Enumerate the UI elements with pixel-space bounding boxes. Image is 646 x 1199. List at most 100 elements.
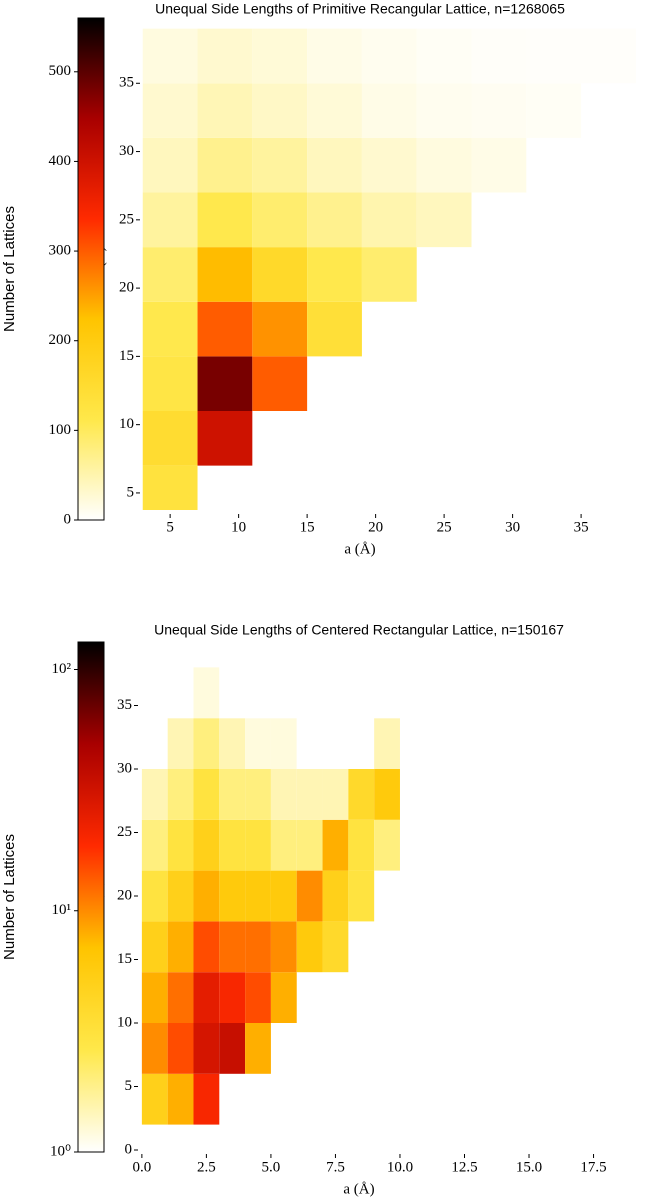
heat-cell xyxy=(270,972,297,1023)
heat-cell xyxy=(322,870,349,922)
y-tick-label: 5 xyxy=(125,1078,133,1094)
x-tick-label: 25 xyxy=(437,519,452,535)
x-tick-label: 7.5 xyxy=(326,1159,345,1175)
heat-cell xyxy=(167,1023,194,1074)
heat-cell xyxy=(141,769,168,820)
heat-cell xyxy=(361,192,417,248)
chart-title: Unequal Side Lengths of Centered Rectang… xyxy=(154,622,564,638)
heat-cell xyxy=(219,819,246,871)
heat-cell xyxy=(296,819,323,871)
heat-cell xyxy=(193,718,220,769)
heat-cell xyxy=(245,769,271,820)
heat-cell xyxy=(252,192,308,248)
heat-cell xyxy=(416,137,472,193)
colorbar-tick-label: 10² xyxy=(52,661,72,677)
heat-cell xyxy=(142,137,198,193)
heat-cell xyxy=(193,870,220,922)
heat-cell xyxy=(296,921,323,973)
heat-cell xyxy=(193,667,220,719)
heat-cell xyxy=(252,356,308,411)
heat-cell xyxy=(167,921,194,973)
heat-cell xyxy=(245,718,271,769)
heat-cell xyxy=(219,972,246,1023)
heat-cell xyxy=(526,28,582,84)
heat-cell xyxy=(361,247,417,302)
heat-cell xyxy=(471,137,527,193)
heat-cell xyxy=(142,247,198,302)
heat-cell xyxy=(142,356,198,411)
y-tick-label: 20 xyxy=(119,280,134,296)
colorbar-label: Number of Lattices xyxy=(1,834,18,960)
heat-cell xyxy=(219,1023,246,1074)
x-tick-label: 0.0 xyxy=(132,1159,151,1175)
heat-cell xyxy=(471,28,527,84)
y-tick-label: 0 xyxy=(125,1141,133,1157)
heat-cell xyxy=(526,83,582,138)
heat-cell xyxy=(167,870,194,922)
colorbar-tick-label: 300 xyxy=(49,243,72,259)
heat-cell xyxy=(142,28,198,84)
heat-cell xyxy=(197,247,253,302)
heat-cell xyxy=(270,769,297,820)
heat-cell xyxy=(307,28,362,84)
heat-cell xyxy=(167,718,194,769)
heat-cell xyxy=(348,769,375,820)
x-axis-label: a (Å) xyxy=(343,1181,374,1197)
heat-cell xyxy=(197,83,253,138)
heat-cell xyxy=(307,247,362,302)
heat-cell xyxy=(141,921,168,973)
heat-cell xyxy=(296,718,323,769)
heat-cell xyxy=(142,465,198,510)
heat-cell xyxy=(348,718,375,769)
y-tick-label: 35 xyxy=(119,75,134,91)
heat-cell xyxy=(322,819,349,871)
heat-cell xyxy=(219,921,246,973)
y-tick-label: 15 xyxy=(117,951,132,967)
colorbar xyxy=(77,17,105,521)
heat-cell xyxy=(252,247,308,302)
heat-cell xyxy=(142,411,198,466)
heat-cell xyxy=(245,1023,271,1074)
heat-cell xyxy=(348,819,375,871)
x-tick-label: 17.5 xyxy=(580,1159,606,1175)
heat-cell xyxy=(270,819,297,871)
heat-cell xyxy=(307,137,362,193)
colorbar-tick-label: 10¹ xyxy=(52,902,72,918)
heat-cell xyxy=(197,356,253,411)
heat-cell xyxy=(245,921,271,973)
colorbar-label: Number of Lattices xyxy=(1,206,18,332)
heat-cell xyxy=(252,28,308,84)
heat-cell xyxy=(374,667,400,719)
heat-cell xyxy=(142,301,198,357)
heat-cell xyxy=(167,972,194,1023)
heat-cell xyxy=(252,137,308,193)
heat-cell xyxy=(296,667,323,719)
heat-cell xyxy=(322,921,349,973)
heat-cell xyxy=(197,411,253,466)
x-tick-label: 5 xyxy=(166,519,174,535)
heat-cell xyxy=(197,28,253,84)
heat-cell xyxy=(374,718,400,769)
heat-cell xyxy=(416,28,472,84)
heat-cell xyxy=(197,301,253,357)
y-tick-label: 10 xyxy=(117,1014,132,1030)
x-tick-label: 20 xyxy=(368,519,383,535)
heat-cell xyxy=(270,921,297,973)
heat-cell xyxy=(252,83,308,138)
x-tick-label: 5.0 xyxy=(262,1159,281,1175)
heat-cell xyxy=(193,769,220,820)
heat-cell xyxy=(193,1073,220,1125)
colorbar-tick-label: 100 xyxy=(49,422,72,438)
heat-cell xyxy=(361,83,417,138)
heat-cell xyxy=(361,137,417,193)
heat-cell xyxy=(197,137,253,193)
y-tick-label: 25 xyxy=(119,211,134,227)
heat-cell xyxy=(142,192,198,248)
heat-cell xyxy=(252,301,308,357)
y-tick-label: 25 xyxy=(117,824,132,840)
heat-cell xyxy=(219,718,246,769)
heat-cell xyxy=(141,1023,168,1074)
heat-cell xyxy=(245,870,271,922)
heat-cell xyxy=(219,769,246,820)
y-tick-label: 10 xyxy=(119,416,134,432)
